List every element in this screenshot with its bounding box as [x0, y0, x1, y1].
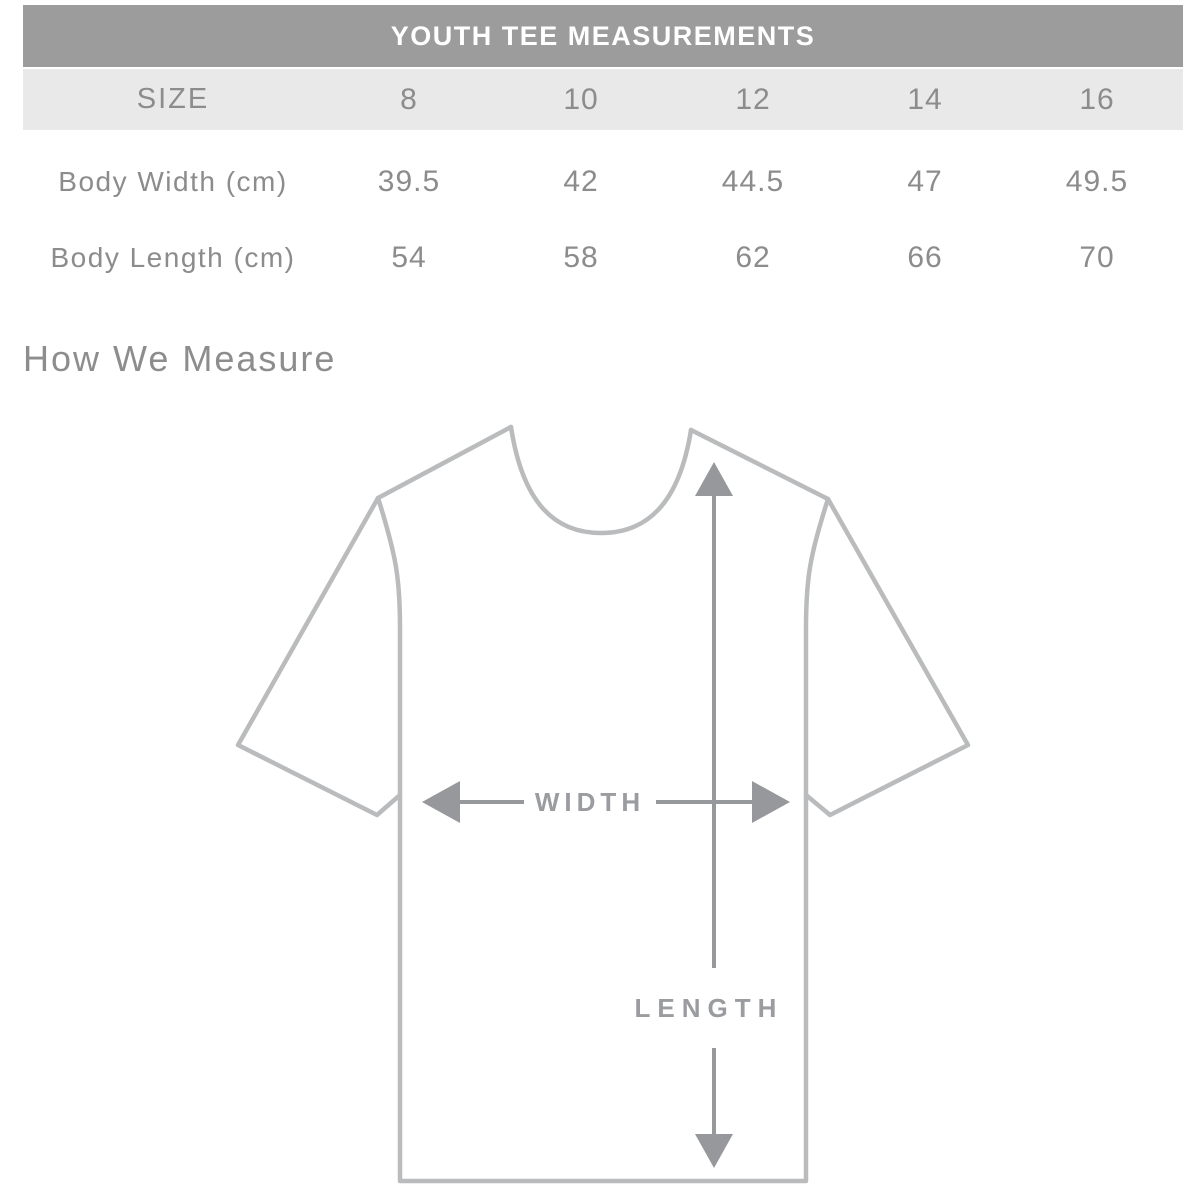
body-length-value: 70 [1079, 241, 1115, 274]
size-value-8: 8 [400, 82, 418, 116]
size-value-10: 10 [563, 82, 599, 116]
body-width-value: 47 [907, 165, 943, 198]
body-length-value: 54 [391, 241, 427, 274]
tshirt-neckline [508, 424, 694, 536]
tshirt-diagram: LENGTH WIDTH [235, 424, 971, 1184]
size-value-16: 16 [1079, 82, 1115, 116]
table-title-bar: YOUTH TEE MEASUREMENTS [23, 5, 1183, 67]
body-width-label: Body Width (cm) [58, 166, 288, 197]
tshirt-body-outline [375, 495, 831, 1184]
body-width-row: Body Width (cm) 39.5 42 44.5 47 49.5 [23, 144, 1183, 220]
body-width-value: 39.5 [377, 165, 441, 198]
tshirt-left-sleeve [235, 424, 514, 818]
size-value-14: 14 [907, 82, 943, 116]
width-arrow-right-head [752, 781, 790, 823]
length-arrow-label: LENGTH [635, 993, 784, 1023]
measurements-table: YOUTH TEE MEASUREMENTS SIZE 8 10 12 14 1… [23, 5, 1183, 296]
table-title: YOUTH TEE MEASUREMENTS [390, 20, 816, 51]
body-length-value: 66 [907, 241, 943, 274]
how-we-measure-heading: How We Measure [23, 338, 337, 379]
body-length-label: Body Length (cm) [50, 242, 296, 273]
body-width-value: 42 [563, 165, 599, 198]
length-arrow-up-head [695, 462, 733, 496]
width-arrow-label: WIDTH [535, 787, 645, 817]
body-length-row: Body Length (cm) 54 58 62 66 70 [23, 220, 1183, 296]
size-header-label: SIZE [136, 83, 210, 115]
body-width-value: 49.5 [1065, 165, 1129, 198]
tshirt-right-sleeve [688, 427, 971, 818]
length-arrow: LENGTH [635, 462, 784, 1168]
body-length-value: 58 [563, 241, 599, 274]
size-value-12: 12 [735, 82, 771, 116]
width-arrow: WIDTH [422, 781, 790, 823]
width-arrow-left-head [422, 781, 460, 823]
body-width-value: 44.5 [721, 165, 785, 198]
body-length-value: 62 [735, 241, 771, 274]
size-header-row: SIZE 8 10 12 14 16 [23, 69, 1183, 130]
length-arrow-down-head [695, 1134, 733, 1168]
